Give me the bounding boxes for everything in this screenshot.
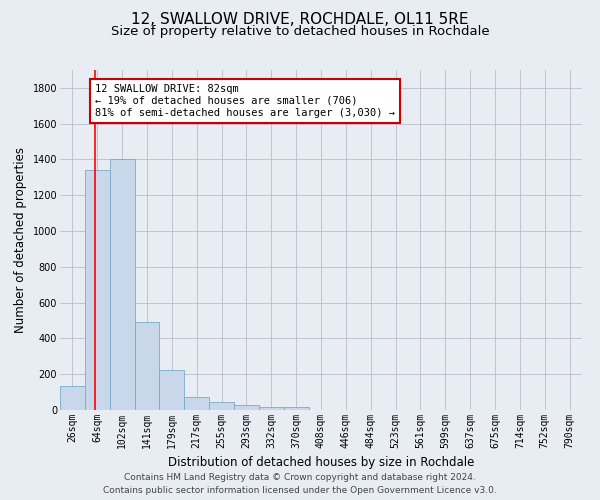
Text: Contains HM Land Registry data © Crown copyright and database right 2024.
Contai: Contains HM Land Registry data © Crown c… <box>103 474 497 495</box>
X-axis label: Distribution of detached houses by size in Rochdale: Distribution of detached houses by size … <box>168 456 474 469</box>
Bar <box>284 407 308 410</box>
Bar <box>234 405 259 410</box>
Bar <box>85 170 110 410</box>
Bar <box>110 160 134 410</box>
Bar <box>60 386 85 410</box>
Bar <box>134 322 160 410</box>
Bar <box>259 407 284 410</box>
Bar <box>160 370 184 410</box>
Y-axis label: Number of detached properties: Number of detached properties <box>14 147 27 333</box>
Bar <box>184 396 209 410</box>
Text: 12, SWALLOW DRIVE, ROCHDALE, OL11 5RE: 12, SWALLOW DRIVE, ROCHDALE, OL11 5RE <box>131 12 469 28</box>
Text: Size of property relative to detached houses in Rochdale: Size of property relative to detached ho… <box>110 25 490 38</box>
Text: 12 SWALLOW DRIVE: 82sqm
← 19% of detached houses are smaller (706)
81% of semi-d: 12 SWALLOW DRIVE: 82sqm ← 19% of detache… <box>95 84 395 117</box>
Bar <box>209 402 234 410</box>
